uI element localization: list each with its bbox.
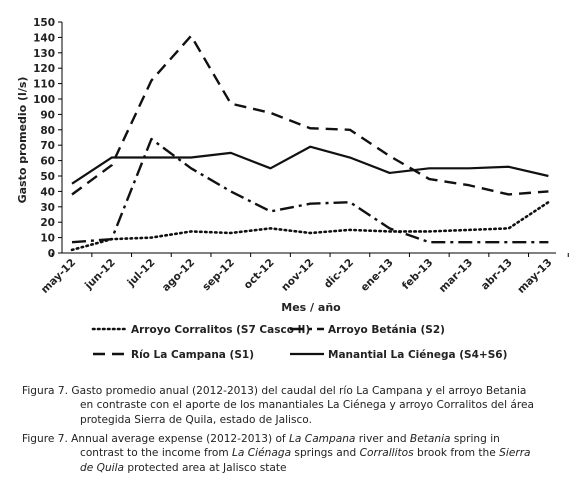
legend-label: Río La Campana (S1) <box>131 349 254 361</box>
series-line <box>70 200 550 252</box>
caption-en-line-1: Figure 7. Annual average expense (2012-2… <box>22 433 500 445</box>
y-tick-label: 150 <box>33 17 55 29</box>
y-tick-label: 90 <box>40 109 55 121</box>
caption-spanish: Figura 7. Gasto promedio anual (2012-201… <box>22 384 552 427</box>
y-tick-label: 110 <box>33 79 55 91</box>
series-layer <box>70 34 550 252</box>
x-tick-label: may-13 <box>515 257 554 296</box>
x-tick-label: sep-12 <box>200 257 237 294</box>
x-tick-label: jul-12 <box>125 257 158 290</box>
y-tick-label: 80 <box>40 125 55 137</box>
x-tick-label: ago-12 <box>160 257 197 294</box>
caption-es-line-1: Figura 7. Gasto promedio anual (2012-201… <box>22 385 527 397</box>
y-tick-label: 140 <box>33 32 55 44</box>
x-axis-label: Mes / año <box>281 301 341 314</box>
y-tick-label: 120 <box>33 63 55 75</box>
x-tick-label: ene-13 <box>358 257 395 294</box>
legend-label: Arroyo Corralitos (S7 Casco II) <box>131 324 310 336</box>
y-axis-label: Gasto promedio (l/s) <box>16 77 29 204</box>
y-tick-label: 70 <box>40 140 55 152</box>
x-tick-label: mar-13 <box>437 257 475 295</box>
line-chart: 0 10 20 30 40 50 60 70 80 90 100 110 120 130 140 150 ma… <box>16 17 569 361</box>
x-tick-label: jun-12 <box>82 257 118 293</box>
legend: Arroyo Corralitos (S7 Casco II) Arroyo Be… <box>91 324 507 361</box>
y-tick-label: 0 <box>48 248 55 260</box>
y-tick-label: 100 <box>33 94 55 106</box>
x-tick-label: nov-12 <box>279 257 316 294</box>
x-tick-label: abr-13 <box>479 257 515 293</box>
x-tick-label: dic-12 <box>322 257 356 291</box>
series-line <box>71 145 549 185</box>
series-line <box>71 34 549 196</box>
y-tick-label: 130 <box>33 48 55 60</box>
x-tick-label: oct-12 <box>242 257 277 292</box>
y-tick-label: 30 <box>40 202 55 214</box>
y-tick-label: 60 <box>40 156 55 168</box>
y-tick-label: 20 <box>40 217 55 229</box>
y-tick-label: 10 <box>40 233 55 245</box>
legend-label: Arroyo Betánia (S2) <box>328 324 445 336</box>
series-line <box>71 137 549 244</box>
x-axis-ticks: may-12 jun-12 jul-12 ago-12 sep-12 oct-12 nov-… <box>39 253 569 296</box>
x-tick-label: feb-13 <box>400 257 435 292</box>
y-tick-label: 50 <box>40 171 55 183</box>
caption-en-line-2: contrast to the income from La Ciénaga s… <box>80 447 531 460</box>
caption-es-line-3: protegida Sierra de Quila, estado de Jal… <box>80 413 312 426</box>
caption-en-line-3: de Quila protected area at Jalisco state <box>80 461 287 474</box>
caption-english: Figure 7. Annual average expense (2012-2… <box>22 432 552 475</box>
legend-label: Manantial La Ciénega (S4+S6) <box>328 349 507 361</box>
y-tick-label: 40 <box>40 186 55 198</box>
x-tick-label: may-12 <box>39 257 78 296</box>
y-axis-ticks: 0 10 20 30 40 50 60 70 80 90 100 110 120 130 140 150 <box>33 17 62 260</box>
caption-es-line-2: en contraste con el aporte de los manant… <box>80 399 535 412</box>
